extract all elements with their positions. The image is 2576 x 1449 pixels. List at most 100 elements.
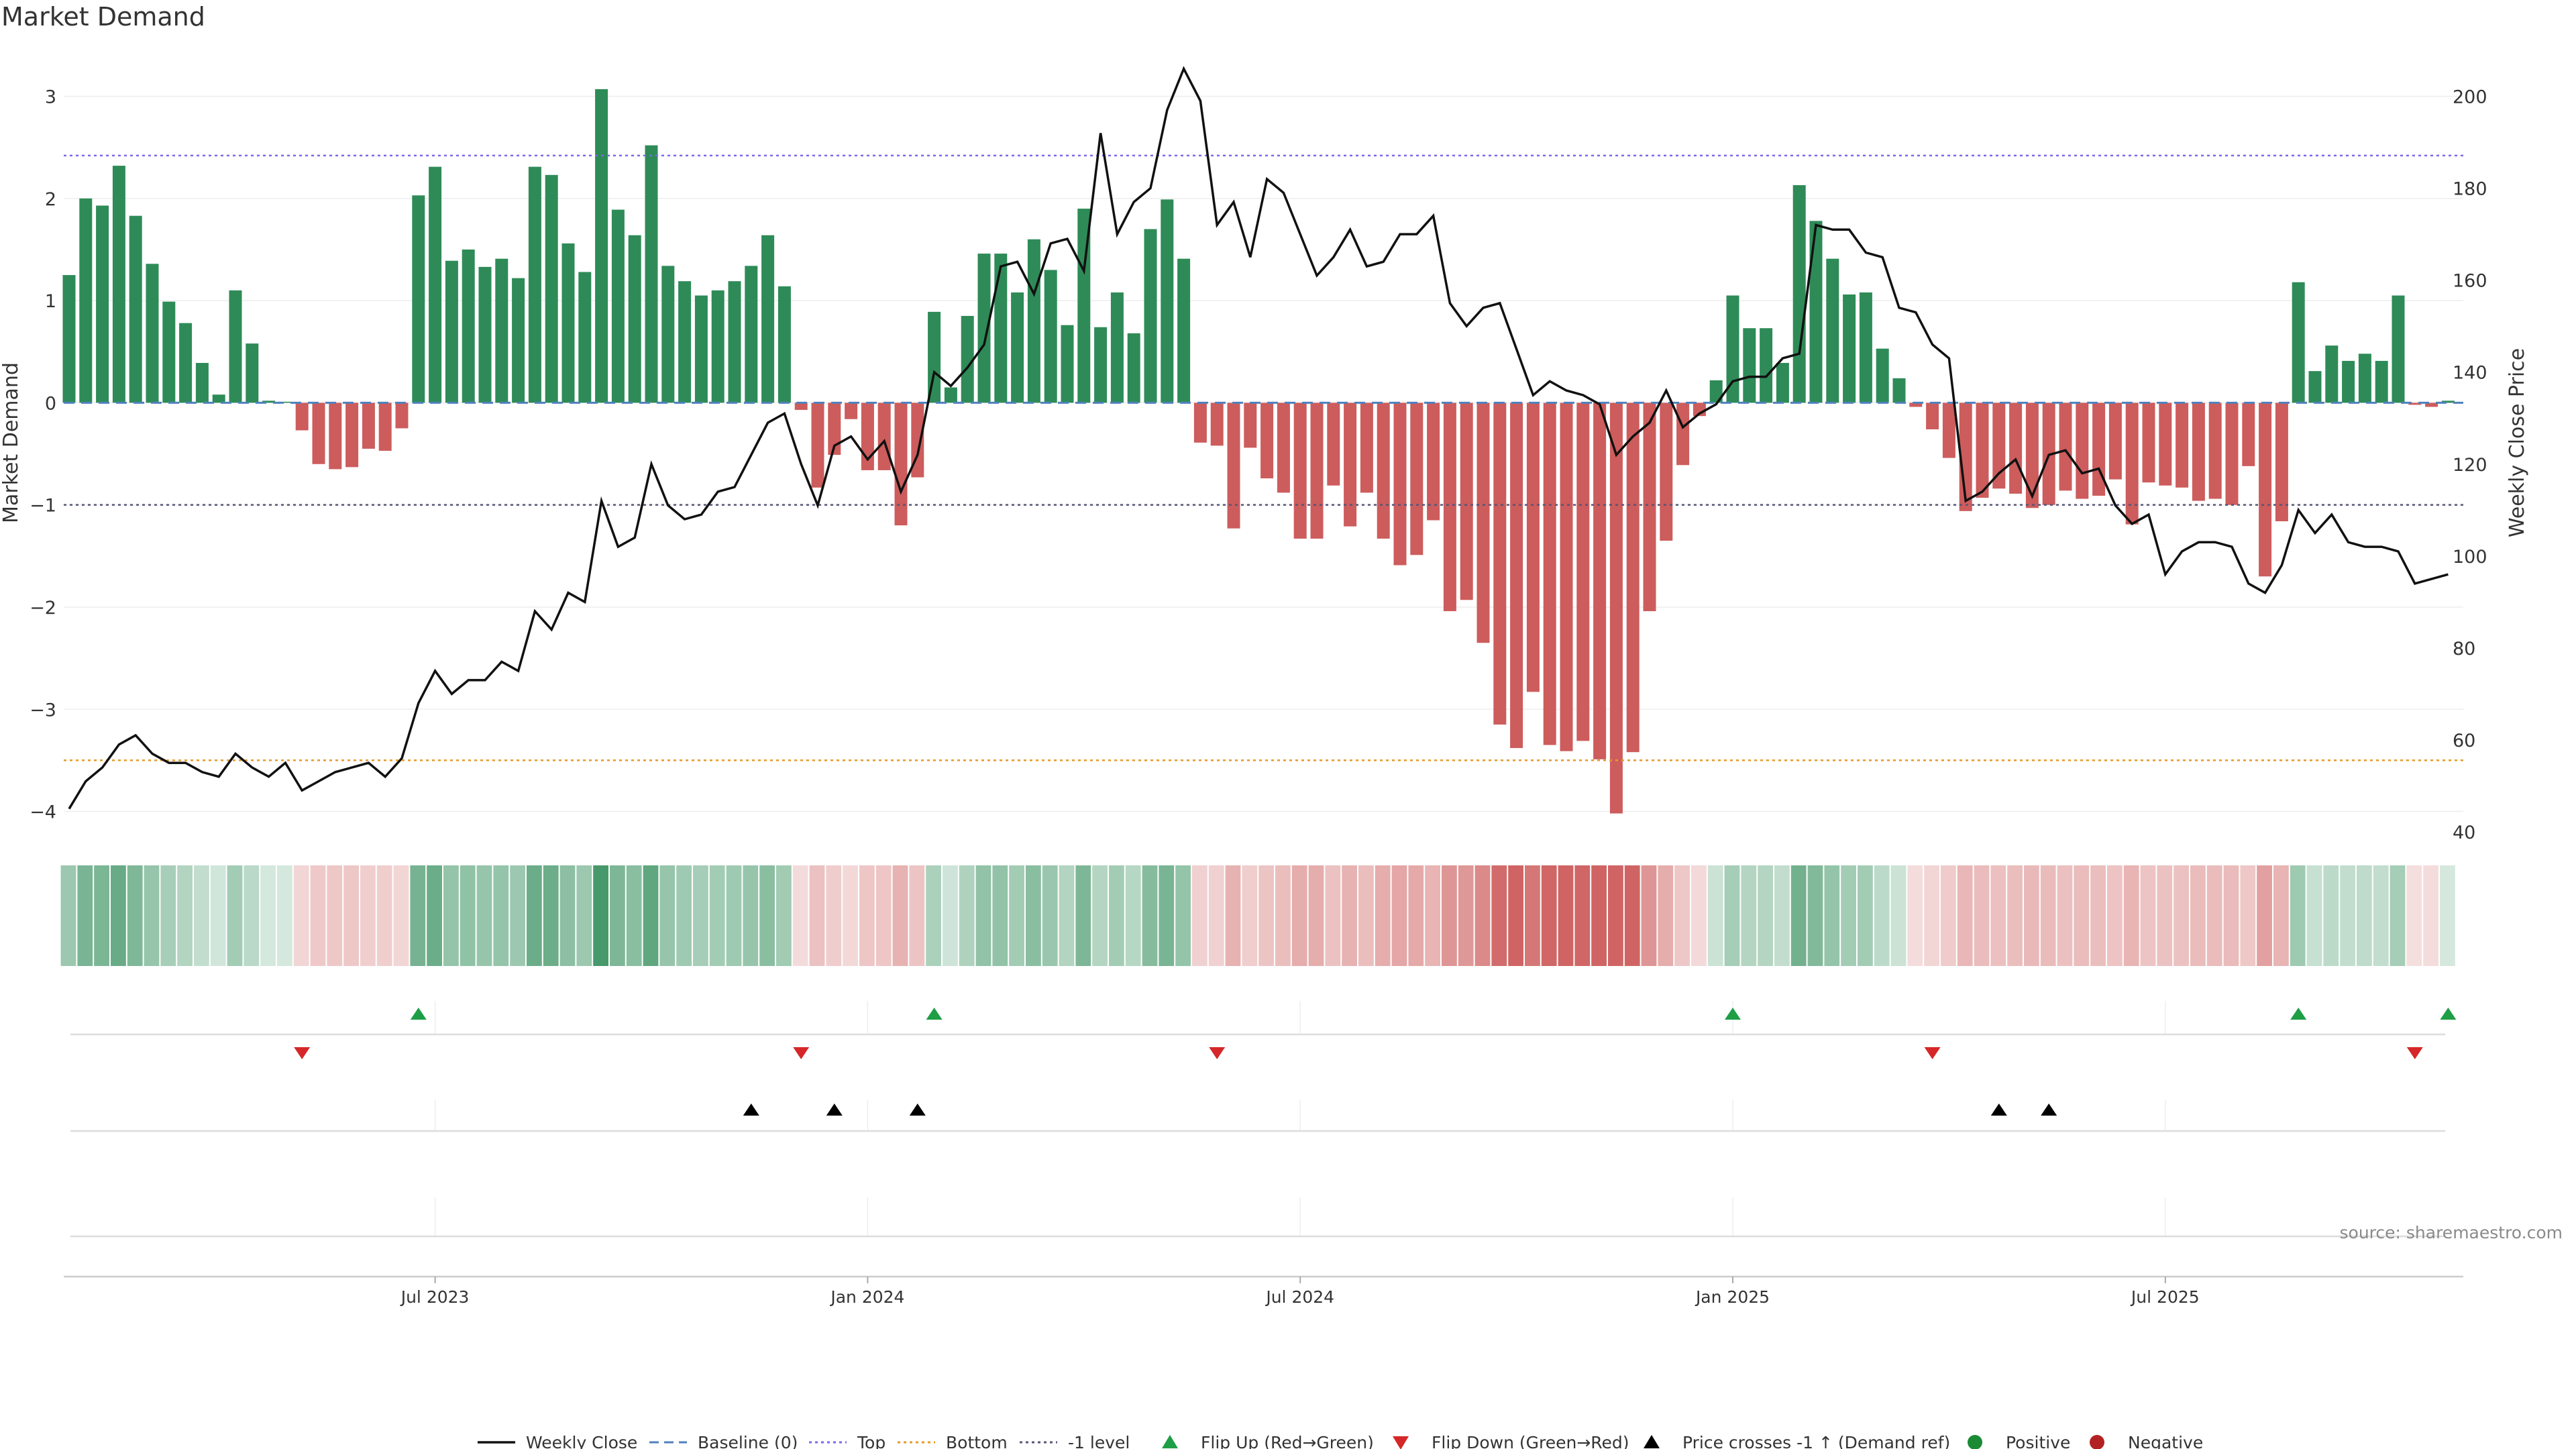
demand-bar: [112, 166, 125, 403]
demand-bar: [1477, 402, 1490, 643]
heat-cell: [1508, 865, 1523, 966]
legend-label: Weekly Close: [526, 1433, 637, 1449]
heat-cell: [1242, 865, 1258, 966]
demand-bar: [994, 254, 1008, 403]
x-tick-label: Jul 2024: [1265, 1287, 1334, 1307]
heat-cell: [1325, 865, 1341, 966]
y-tick-label: 2: [45, 189, 56, 210]
heat-cell: [875, 865, 892, 966]
demand-bar: [1809, 221, 1823, 403]
heat-cell: [1691, 865, 1707, 966]
demand-bar: [1427, 402, 1440, 521]
demand-bar: [2242, 402, 2255, 466]
heat-cell: [2357, 865, 2372, 966]
heat-cell: [1208, 865, 1224, 966]
demand-bar: [1526, 402, 1540, 692]
heat-cell: [160, 865, 176, 966]
demand-bar: [1260, 402, 1274, 479]
heat-cell: [1758, 865, 1773, 966]
demand-bar: [1044, 270, 1057, 403]
flip-up-marker: [410, 1008, 427, 1020]
heat-cell: [2206, 865, 2222, 966]
demand-bar: [1976, 402, 1989, 498]
heat-cell: [2373, 865, 2389, 966]
chart-title: Market Demand: [1, 2, 205, 32]
demand-bar: [794, 402, 808, 411]
heat-cell: [843, 865, 858, 966]
heat-cell: [493, 865, 509, 966]
heat-cell: [676, 865, 692, 966]
heat-cell: [2257, 865, 2272, 966]
heat-cell: [227, 865, 243, 966]
demand-bar: [1443, 402, 1456, 612]
heat-cell: [2040, 865, 2056, 966]
demand-bar: [1643, 402, 1656, 612]
demand-bar: [2108, 402, 2122, 480]
demand-bar: [1676, 402, 1690, 466]
heat-cell: [1142, 865, 1158, 966]
heat-cell: [943, 865, 958, 966]
demand-bar: [1110, 292, 1124, 403]
demand-bar: [1077, 209, 1091, 403]
heat-cell: [277, 865, 292, 966]
flip-up-marker: [2440, 1008, 2457, 1020]
demand-bar: [229, 290, 242, 403]
heat-cell: [410, 865, 426, 966]
heat-cell: [1458, 865, 1474, 966]
demand-bar: [1210, 402, 1224, 446]
demand-bar: [1576, 402, 1590, 741]
demand-bar: [1543, 402, 1556, 745]
heat-cell: [260, 865, 276, 966]
demand-bar: [1593, 402, 1607, 759]
demand-bar: [295, 402, 309, 431]
flip-down-marker: [1209, 1047, 1226, 1059]
heat-cell: [2157, 865, 2173, 966]
demand-bar: [212, 394, 225, 403]
demand-bar: [1027, 239, 1040, 403]
demand-bar: [1843, 294, 1856, 403]
y2-tick-label: 40: [2453, 822, 2475, 843]
heat-cell: [1391, 865, 1407, 966]
heat-cell: [1275, 865, 1291, 966]
demand-bar: [2009, 402, 2023, 494]
y-tick-label: 3: [45, 87, 56, 108]
flip-down-marker: [2406, 1047, 2423, 1059]
demand-bar: [1992, 402, 2006, 489]
demand-bar: [2392, 295, 2405, 403]
y-tick-label: −1: [30, 496, 56, 517]
demand-bar: [2308, 371, 2322, 403]
demand-bar: [944, 387, 957, 403]
heat-cell: [2190, 865, 2206, 966]
demand-bar: [961, 315, 974, 403]
heat-cell: [2273, 865, 2289, 966]
legend-label: Flip Up (Red→Green): [1201, 1433, 1374, 1449]
y2-tick-label: 180: [2453, 179, 2487, 200]
x-axis: Jul 2023 Jan 2024 Jul 2024 Jan 2025 Jul 2025: [64, 1275, 2463, 1307]
demand-bar: [1792, 185, 1806, 403]
heat-cell: [1192, 865, 1208, 966]
heat-cell: [1059, 865, 1075, 966]
heat-cell: [427, 865, 442, 966]
demand-bar: [2259, 402, 2272, 577]
heat-cell: [1474, 865, 1491, 966]
demand-bar: [1011, 292, 1024, 403]
heat-cell: [2107, 865, 2123, 966]
legend-label: Bottom: [946, 1433, 1008, 1449]
demand-bar: [1193, 402, 1207, 443]
demand-bar: [1460, 402, 1473, 600]
legend-swatch: [1968, 1435, 1982, 1449]
demand-bar: [62, 275, 76, 403]
heat-cell: [1358, 865, 1374, 966]
heat-cell: [1525, 865, 1540, 966]
demand-bar: [1609, 402, 1623, 814]
legend-label: Baseline (0): [698, 1433, 798, 1449]
heat-cell: [1957, 865, 1973, 966]
demand-bar: [195, 363, 209, 403]
price-cross-marker: [909, 1104, 926, 1116]
demand-bar: [545, 174, 558, 403]
heat-cell: [776, 865, 792, 966]
heat-cell: [909, 865, 925, 966]
demand-bar: [2092, 402, 2106, 496]
heat-cell: [2240, 865, 2256, 966]
heat-cell: [2440, 865, 2455, 966]
